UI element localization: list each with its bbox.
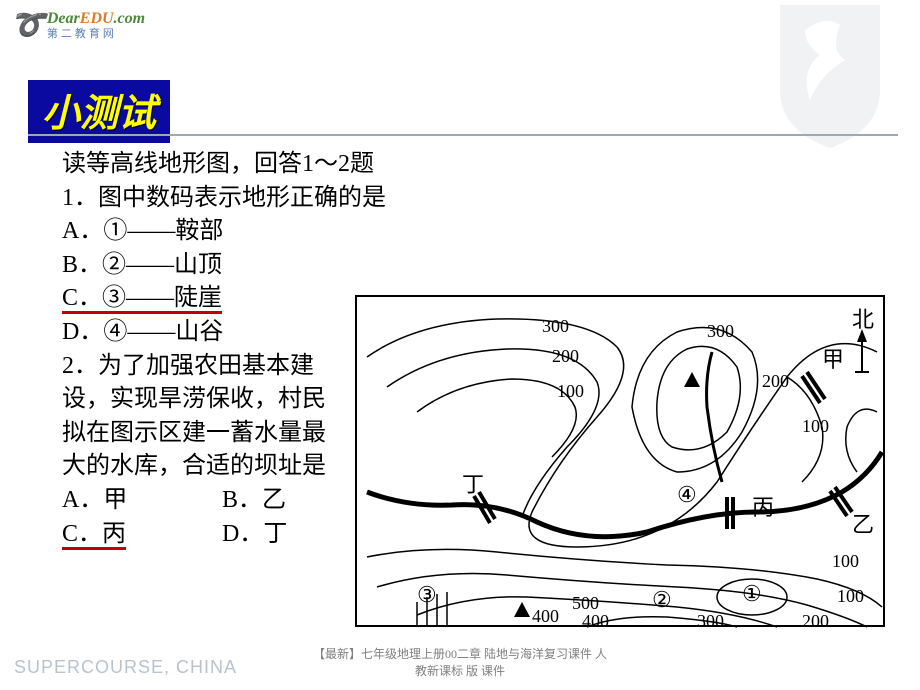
quiz-title: 小测试 bbox=[42, 93, 156, 135]
tributary bbox=[707, 352, 722, 482]
contour-val: 300 bbox=[707, 321, 734, 341]
question-intro: 读等高线地形图，回答1～2题 bbox=[62, 148, 422, 182]
peak-marker-1 bbox=[684, 372, 700, 387]
logo-brand-1: Dear bbox=[47, 10, 80, 27]
dam-jia bbox=[802, 372, 825, 403]
contour-map-svg: 北 甲 乙 丙 丁 bbox=[357, 297, 887, 629]
logo-brand-3: .com bbox=[114, 10, 146, 27]
footer-text: 【最新】七年级地理上册00二章 陆地与海洋复习课件 人教新课标 版 课件 bbox=[310, 646, 610, 680]
contour-val: 200 bbox=[762, 371, 789, 391]
contour-val: 200 bbox=[802, 611, 829, 629]
label-ding: 丁 bbox=[462, 472, 484, 497]
contour-val: 500 bbox=[572, 593, 599, 613]
q1-option-a: A．①——鞍部 bbox=[62, 215, 422, 249]
contour-val: 300 bbox=[542, 316, 569, 336]
contour-val: 100 bbox=[557, 381, 584, 401]
contour-val: 100 bbox=[802, 416, 829, 436]
contour-val: 100 bbox=[832, 551, 859, 571]
shield-watermark-icon bbox=[770, 0, 890, 150]
contour-val: 400 bbox=[532, 606, 559, 626]
contour-val: 200 bbox=[552, 346, 579, 366]
river bbox=[367, 452, 882, 537]
label-yi: 乙 bbox=[852, 512, 874, 537]
contour-val: 100 bbox=[837, 586, 864, 606]
circle-3: ③ bbox=[417, 582, 437, 607]
q1-option-c: C．③——陡崖 bbox=[62, 285, 222, 314]
logo-subtitle: 第二教育网 bbox=[47, 29, 145, 40]
q1-option-b: B．②——山顶 bbox=[62, 249, 422, 283]
q2-option-c: C．丙 bbox=[62, 521, 126, 550]
logo-swoosh-icon: ➰ bbox=[10, 8, 45, 42]
north-label: 北 bbox=[852, 307, 874, 332]
q1-stem: 1．图中数码表示地形正确的是 bbox=[62, 182, 422, 216]
site-logo: ➰ DearEDU.com 第二教育网 bbox=[10, 8, 145, 42]
label-jia: 甲 bbox=[822, 347, 844, 372]
logo-text: DearEDU.com 第二教育网 bbox=[47, 11, 145, 40]
label-bing: 丙 bbox=[752, 495, 774, 520]
contour-val: 400 bbox=[582, 611, 609, 629]
title-underline bbox=[28, 134, 898, 136]
contour-val: 300 bbox=[697, 611, 724, 629]
circle-2: ② bbox=[652, 587, 672, 612]
circle-1: ① bbox=[742, 581, 762, 606]
circle-4: ④ bbox=[677, 482, 697, 507]
watermark-text: SUPERCOURSE, CHINA bbox=[14, 657, 237, 678]
logo-brand-2: EDU bbox=[80, 10, 114, 27]
contour-map: 北 甲 乙 丙 丁 bbox=[355, 295, 885, 627]
peak-marker-2 bbox=[514, 602, 530, 617]
q2-option-a: A．甲 bbox=[62, 484, 222, 518]
